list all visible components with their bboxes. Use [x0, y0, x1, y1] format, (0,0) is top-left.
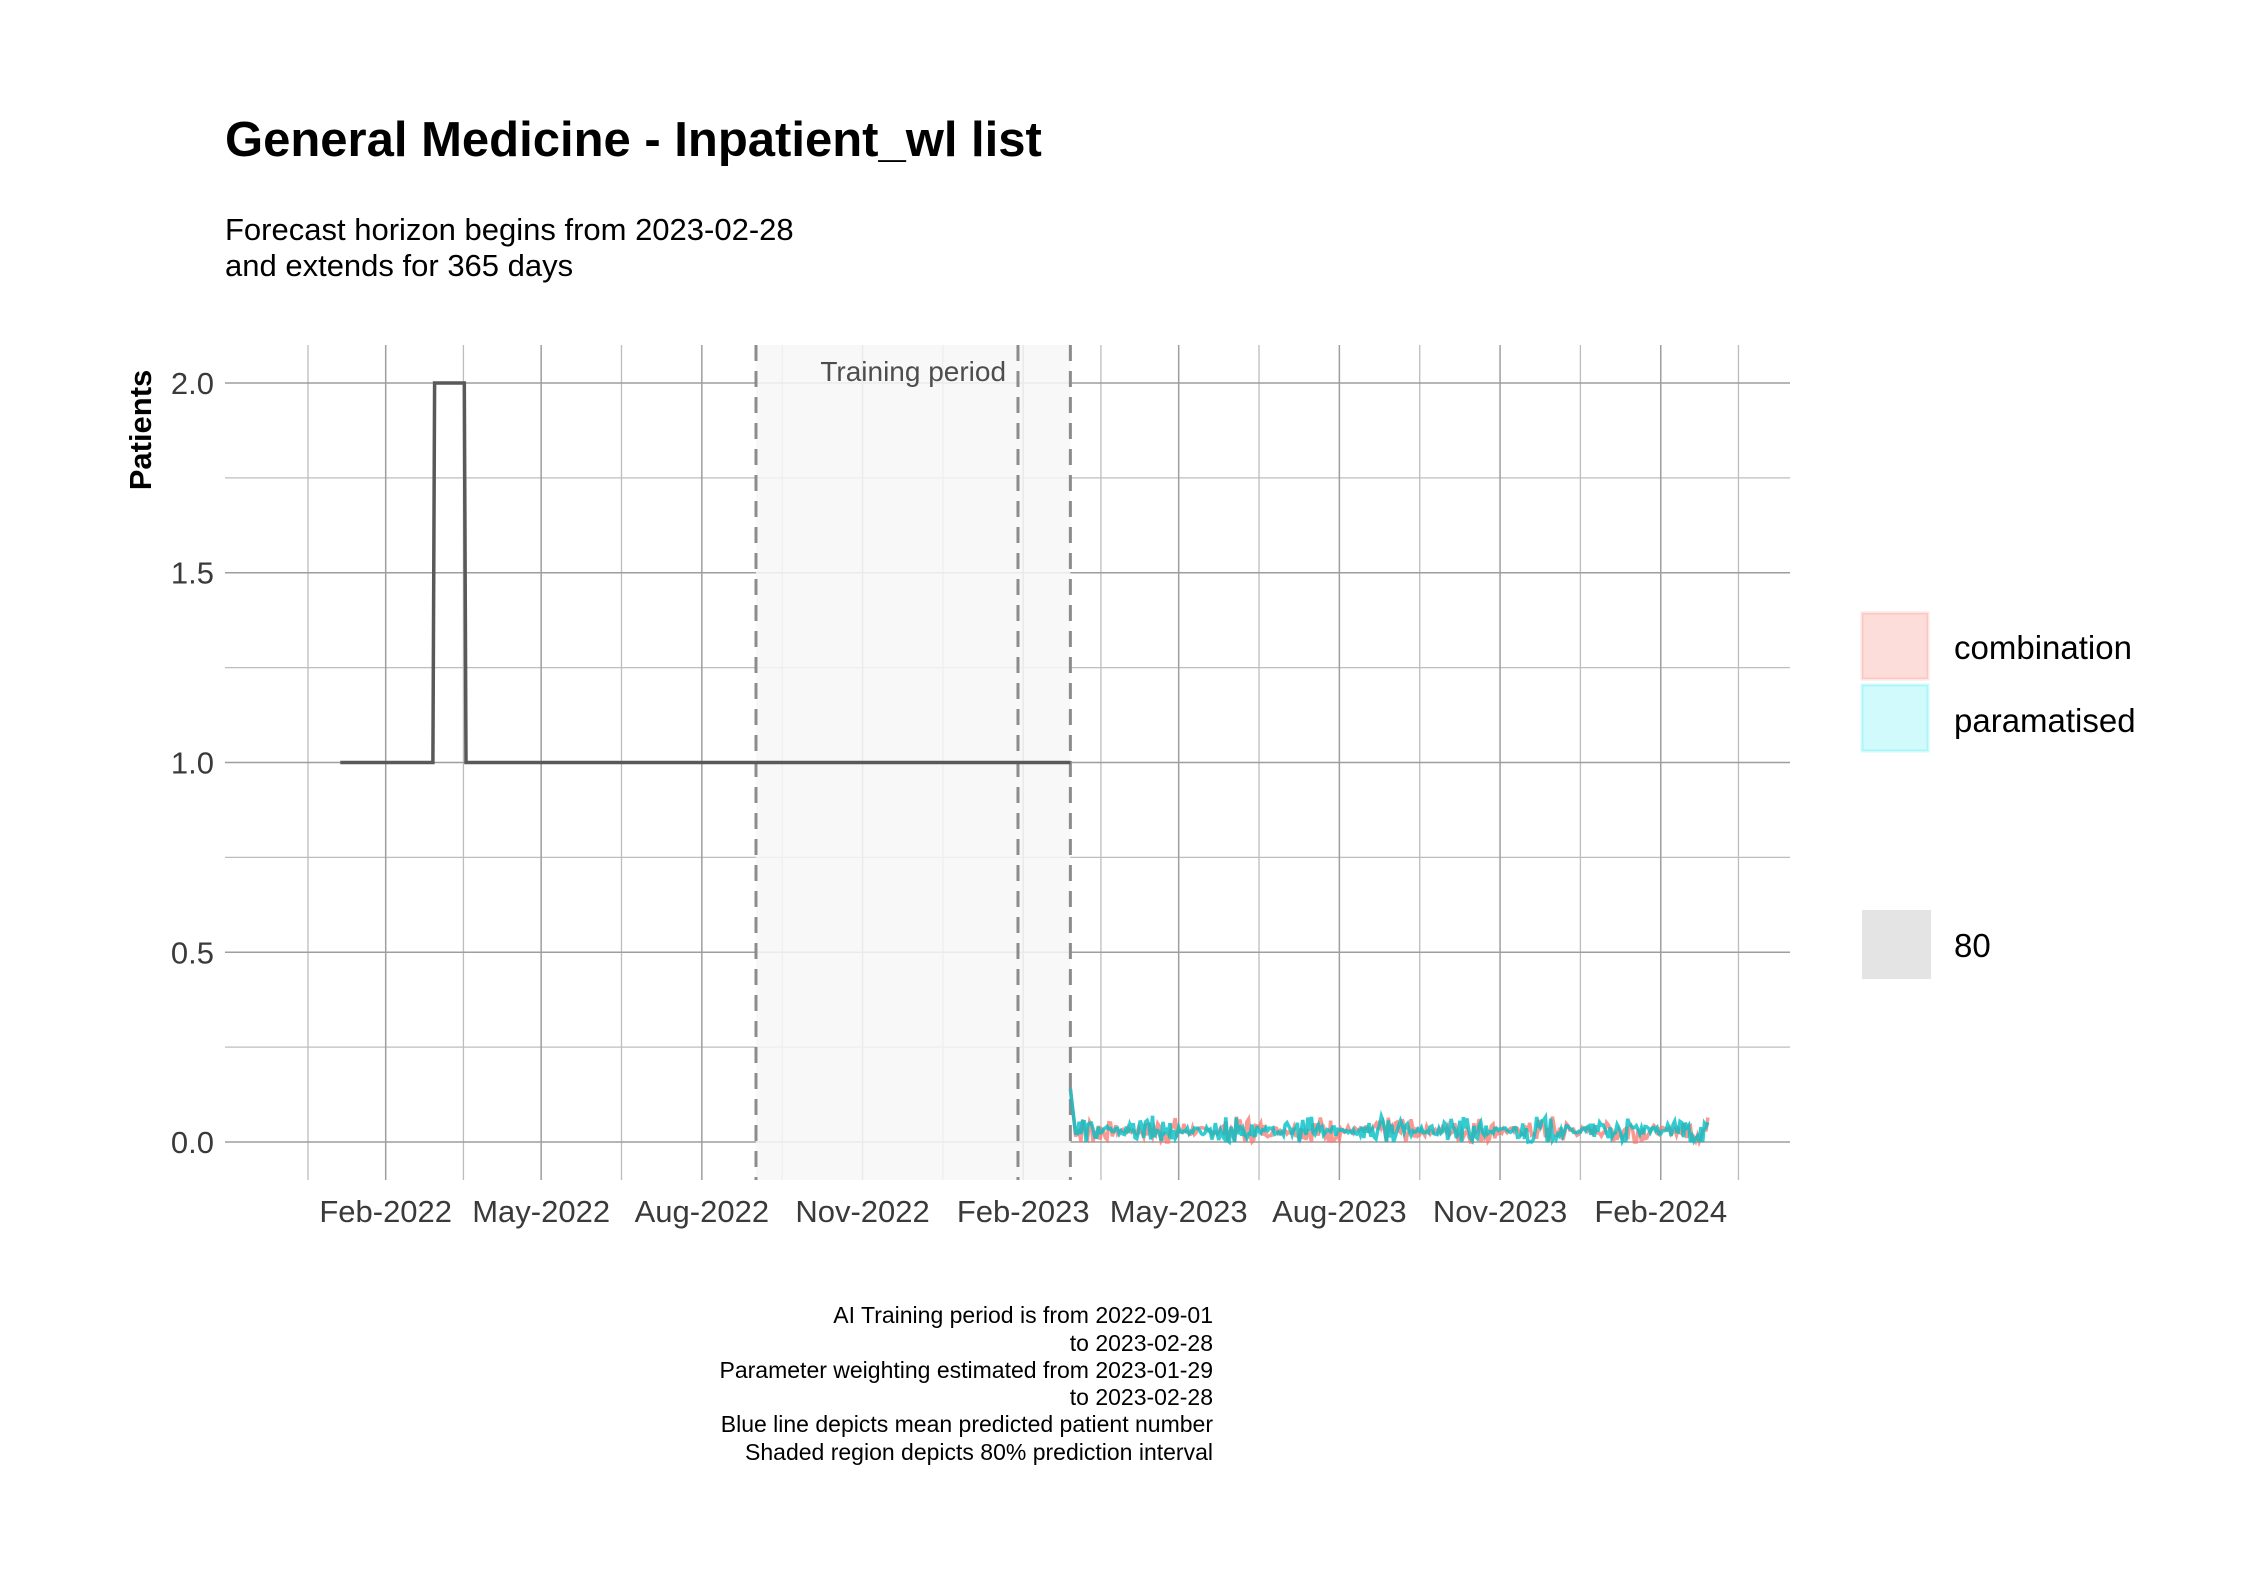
legend-label-paramatised: paramatised [1954, 702, 2136, 739]
caption-line-4: to 2023-02-28 [1069, 1384, 1213, 1410]
y-tick-label: 1.0 [171, 746, 214, 781]
training-period-label: Training period [820, 356, 1006, 387]
caption-line-2: to 2023-02-28 [1069, 1330, 1213, 1356]
caption-line-6: Shaded region depicts 80% prediction int… [745, 1439, 1213, 1465]
x-tick-label: May-2023 [1110, 1194, 1248, 1229]
forecast-line-paramatised [1068, 1088, 1710, 1147]
y-tick-label: 0.5 [171, 935, 214, 970]
chart-title: General Medicine - Inpatient_wl list [225, 113, 1042, 167]
y-tick-label: 1.5 [171, 556, 214, 591]
legend: combination paramatised 80 [1860, 611, 2136, 979]
x-tick-label: Feb-2024 [1594, 1194, 1727, 1229]
y-axis-label: Patients [123, 370, 158, 491]
legend-key-combination [1860, 611, 1930, 681]
x-tick-label: Aug-2023 [1272, 1194, 1406, 1229]
chart-subtitle-line-2: and extends for 365 days [225, 248, 574, 283]
x-tick-label: Nov-2022 [795, 1194, 929, 1229]
y-tick-label: 2.0 [171, 366, 214, 401]
caption-line-3: Parameter weighting estimated from 2023-… [719, 1357, 1213, 1383]
legend-label-interval: 80 [1954, 927, 1991, 964]
observed-series-line [340, 381, 1071, 765]
legend-key-paramatised [1860, 683, 1930, 753]
caption-line-5: Blue line depicts mean predicted patient… [720, 1411, 1213, 1437]
legend-label-combination: combination [1954, 629, 2132, 666]
caption-line-1: AI Training period is from 2022-09-01 [833, 1302, 1213, 1328]
x-tick-label: May-2022 [472, 1194, 610, 1229]
x-tick-label: Aug-2022 [635, 1194, 769, 1229]
x-tick-label: Feb-2023 [957, 1194, 1090, 1229]
chart-subtitle-line-1: Forecast horizon begins from 2023-02-28 [225, 212, 794, 247]
x-tick-label: Feb-2022 [319, 1194, 452, 1229]
x-tick-label: Nov-2023 [1433, 1194, 1567, 1229]
y-tick-label: 0.0 [171, 1125, 214, 1160]
legend-key-interval [1862, 910, 1931, 979]
